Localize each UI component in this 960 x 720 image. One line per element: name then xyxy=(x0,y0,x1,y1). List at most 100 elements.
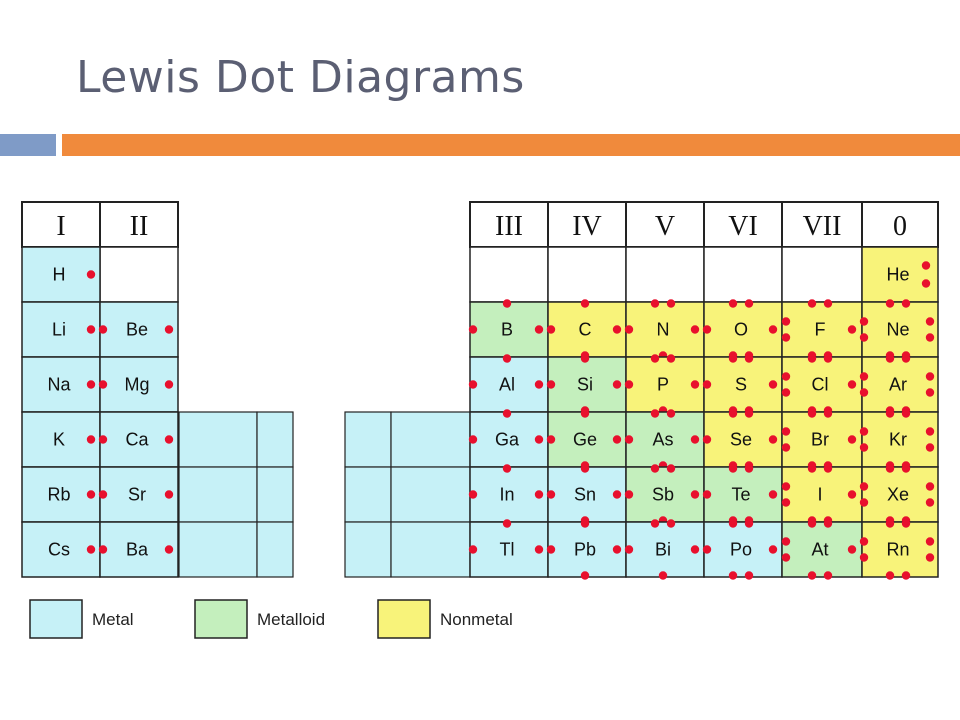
valence-electron-dot xyxy=(612,545,622,554)
element-symbol: Mg xyxy=(124,375,149,395)
transition-metal-cell xyxy=(344,411,392,468)
valence-electron-dot xyxy=(901,299,911,308)
valence-electron-dot xyxy=(901,571,911,580)
valence-electron-dot xyxy=(580,571,590,580)
valence-electron-dot xyxy=(823,571,833,580)
empty-cell xyxy=(547,246,627,303)
element-symbol: Ge xyxy=(573,430,597,450)
valence-electron-dot xyxy=(781,388,791,397)
empty-cell xyxy=(99,246,179,303)
valence-electron-dot xyxy=(807,571,817,580)
valence-electron-dot xyxy=(781,482,791,491)
element-symbol: Tl xyxy=(500,540,515,560)
valence-electron-dot xyxy=(702,435,712,444)
valence-electron-dot xyxy=(468,545,478,554)
valence-electron-dot xyxy=(546,435,556,444)
element-symbol: In xyxy=(499,485,514,505)
valence-electron-dot xyxy=(768,545,778,554)
valence-electron-dot xyxy=(925,388,935,397)
valence-electron-dot xyxy=(823,464,833,473)
element-symbol: Li xyxy=(52,320,66,340)
valence-electron-dot xyxy=(468,380,478,389)
valence-electron-dot xyxy=(807,464,817,473)
valence-electron-dot xyxy=(666,299,676,308)
valence-electron-dot xyxy=(502,464,512,473)
valence-electron-dot xyxy=(925,443,935,452)
legend-label-metalloid: Metalloid xyxy=(257,610,325,629)
element-cell-Ar xyxy=(861,356,939,413)
group-header-VI: VI xyxy=(728,211,758,242)
valence-electron-dot xyxy=(744,571,754,580)
valence-electron-dot xyxy=(823,354,833,363)
element-symbol: B xyxy=(501,320,513,340)
valence-electron-dot xyxy=(823,299,833,308)
valence-electron-dot xyxy=(546,545,556,554)
transition-metal-cell xyxy=(390,466,471,523)
valence-electron-dot xyxy=(885,299,895,308)
element-symbol: Pb xyxy=(574,540,596,560)
valence-electron-dot xyxy=(546,325,556,334)
element-cell-Xe xyxy=(861,466,939,523)
valence-electron-dot xyxy=(534,435,544,444)
valence-electron-dot xyxy=(164,490,174,499)
element-symbol: Sn xyxy=(574,485,596,505)
element-cell-Kr xyxy=(861,411,939,468)
element-symbol: Br xyxy=(811,430,829,450)
element-symbol: He xyxy=(886,265,909,285)
valence-electron-dot xyxy=(624,490,634,499)
valence-electron-dot xyxy=(612,380,622,389)
element-symbol: Sr xyxy=(128,485,146,505)
valence-electron-dot xyxy=(624,380,634,389)
valence-electron-dot xyxy=(823,519,833,528)
valence-electron-dot xyxy=(624,435,634,444)
valence-electron-dot xyxy=(658,571,668,580)
element-symbol: P xyxy=(657,375,669,395)
group-header-IV: IV xyxy=(572,211,602,242)
transition-metal-cell xyxy=(178,466,258,523)
valence-electron-dot xyxy=(901,354,911,363)
group-header-III: III xyxy=(495,211,523,242)
element-cell-Ne xyxy=(861,301,939,358)
transition-metal-cell xyxy=(178,521,258,578)
valence-electron-dot xyxy=(502,299,512,308)
valence-electron-dot xyxy=(768,435,778,444)
group-header-cell xyxy=(703,201,783,248)
valence-electron-dot xyxy=(885,571,895,580)
element-symbol: Cs xyxy=(48,540,70,560)
transition-metal-cell xyxy=(390,411,471,468)
valence-electron-dot xyxy=(98,380,108,389)
valence-electron-dot xyxy=(728,299,738,308)
valence-electron-dot xyxy=(666,409,676,418)
valence-electron-dot xyxy=(650,409,660,418)
valence-electron-dot xyxy=(807,519,817,528)
group-header-II: II xyxy=(130,211,149,242)
valence-electron-dot xyxy=(885,354,895,363)
element-symbol: Rb xyxy=(47,485,70,505)
valence-electron-dot xyxy=(702,545,712,554)
valence-electron-dot xyxy=(98,325,108,334)
valence-electron-dot xyxy=(728,464,738,473)
valence-electron-dot xyxy=(885,464,895,473)
valence-electron-dot xyxy=(98,490,108,499)
element-symbol: N xyxy=(657,320,670,340)
valence-electron-dot xyxy=(859,333,869,342)
group-header-V: V xyxy=(655,211,675,242)
valence-electron-dot xyxy=(901,464,911,473)
element-symbol: Si xyxy=(577,375,593,395)
valence-electron-dot xyxy=(98,545,108,554)
valence-electron-dot xyxy=(925,553,935,562)
valence-electron-dot xyxy=(86,270,96,279)
element-symbol: Xe xyxy=(887,485,909,505)
valence-electron-dot xyxy=(164,545,174,554)
valence-electron-dot xyxy=(859,427,869,436)
valence-electron-dot xyxy=(847,435,857,444)
valence-electron-dot xyxy=(86,325,96,334)
valence-electron-dot xyxy=(728,409,738,418)
valence-electron-dot xyxy=(164,380,174,389)
valence-electron-dot xyxy=(847,545,857,554)
valence-electron-dot xyxy=(690,380,700,389)
valence-electron-dot xyxy=(744,464,754,473)
valence-electron-dot xyxy=(768,380,778,389)
valence-electron-dot xyxy=(650,354,660,363)
group-header-VII: VII xyxy=(803,211,842,242)
